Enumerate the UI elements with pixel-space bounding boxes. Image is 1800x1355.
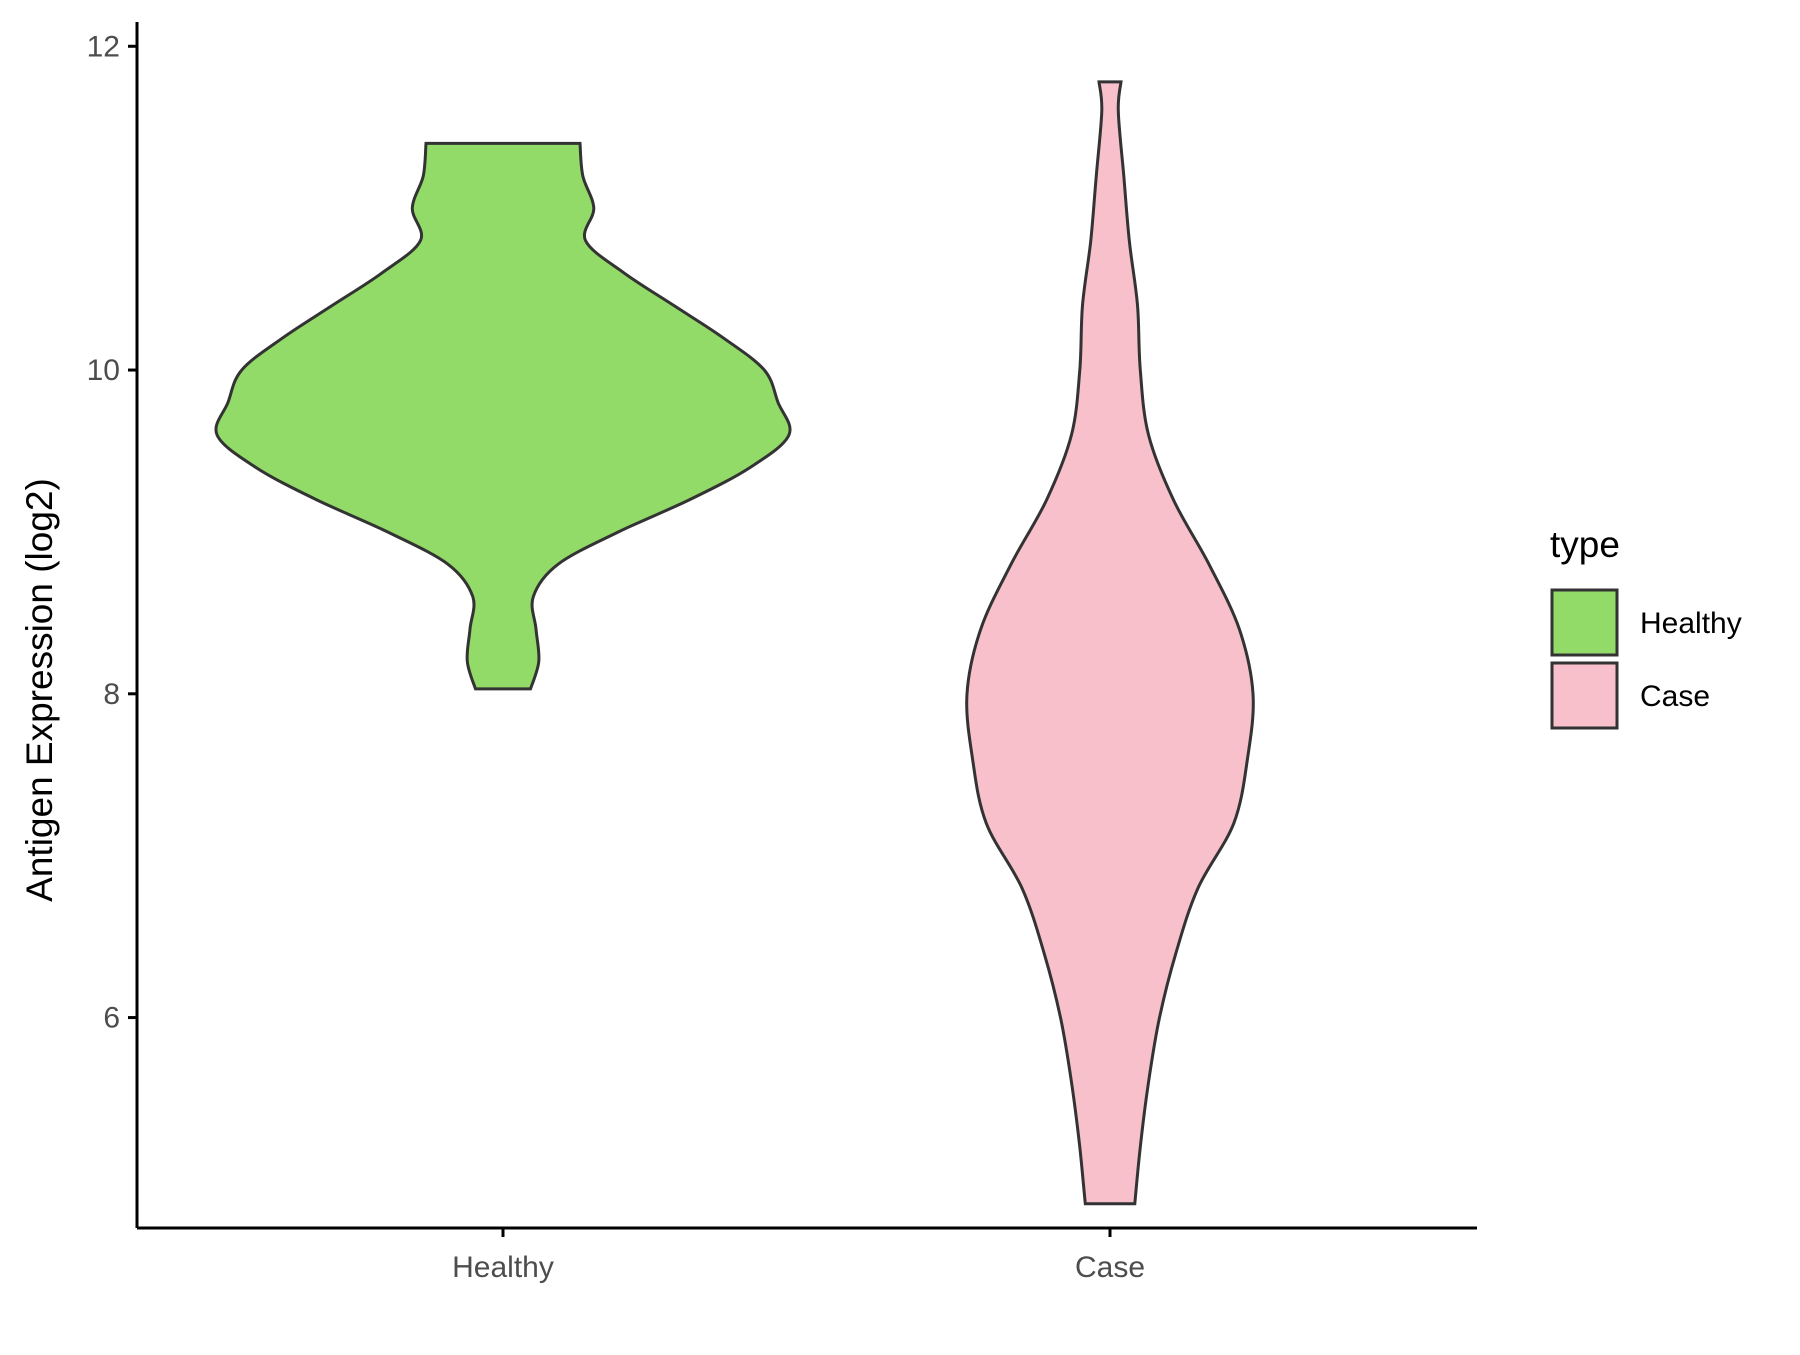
legend-swatch-healthy bbox=[1550, 588, 1619, 657]
legend: type Healthy Case bbox=[1550, 524, 1742, 730]
y-tick-label: 10 bbox=[87, 354, 120, 387]
y-tick-label: 12 bbox=[87, 30, 120, 63]
violin-healthy bbox=[214, 141, 792, 691]
legend-swatch-case bbox=[1550, 661, 1619, 730]
x-tick-label: Case bbox=[1075, 1251, 1145, 1284]
legend-title: type bbox=[1550, 524, 1620, 565]
y-tick-label: 8 bbox=[103, 678, 120, 711]
y-axis-ticks: 6 8 10 12 bbox=[87, 30, 137, 1035]
violin-layer bbox=[214, 80, 1255, 1206]
x-tick-label: Healthy bbox=[452, 1251, 554, 1284]
legend-label-case: Case bbox=[1640, 680, 1710, 713]
y-axis-title: Antigen Expression (log2) bbox=[19, 478, 60, 902]
legend-items: Healthy Case bbox=[1550, 588, 1742, 730]
legend-label-healthy: Healthy bbox=[1640, 607, 1742, 640]
y-tick-label: 6 bbox=[103, 1002, 120, 1035]
violin-case bbox=[965, 80, 1255, 1206]
x-axis-ticks: Healthy Case bbox=[452, 1228, 1145, 1284]
